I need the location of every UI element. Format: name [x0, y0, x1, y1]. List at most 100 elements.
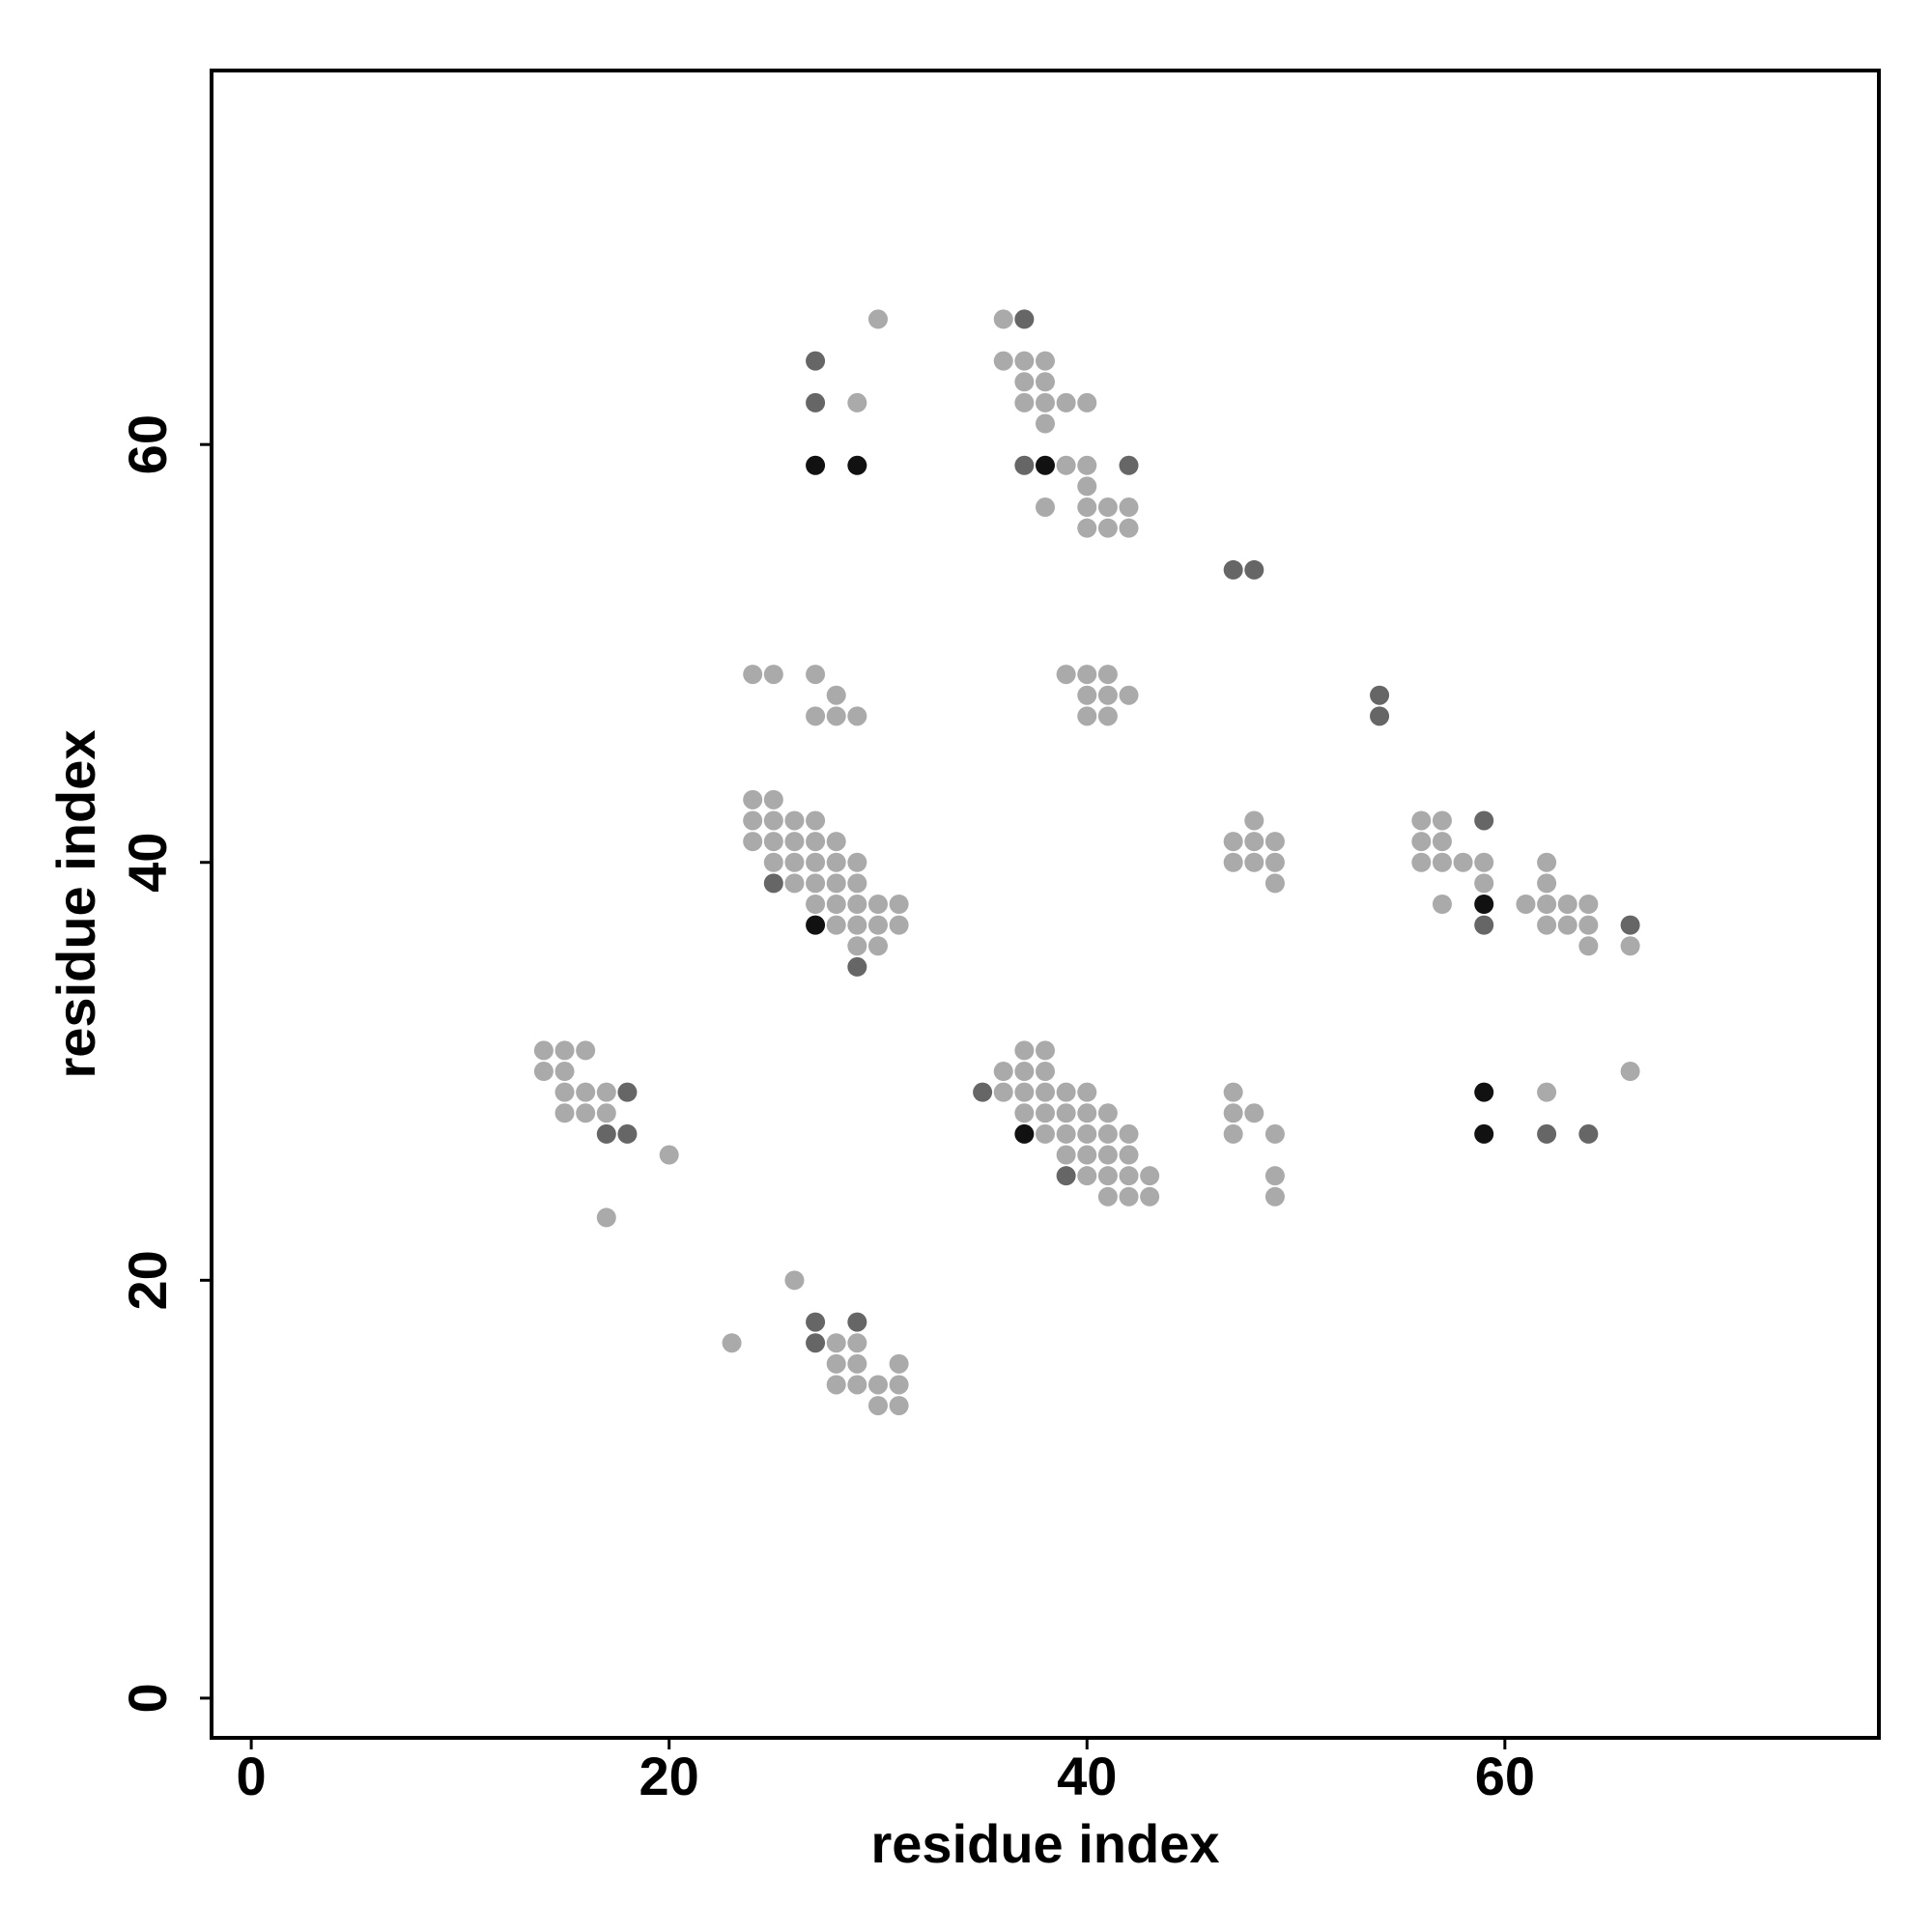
point	[1370, 685, 1390, 705]
point	[806, 810, 826, 831]
point	[847, 706, 867, 726]
point	[806, 852, 826, 872]
point	[1432, 852, 1452, 872]
point	[1097, 1166, 1118, 1186]
point	[1474, 1123, 1494, 1144]
point	[806, 832, 826, 852]
point	[1014, 455, 1035, 475]
point	[1097, 1145, 1118, 1165]
point	[763, 810, 783, 831]
point	[1119, 497, 1139, 518]
point	[1056, 1103, 1076, 1123]
point	[596, 1208, 616, 1228]
point	[1557, 895, 1577, 914]
point	[806, 1333, 826, 1353]
point	[1537, 1123, 1557, 1144]
point	[1223, 832, 1243, 852]
point	[1077, 685, 1097, 705]
point	[889, 1396, 909, 1416]
point	[993, 1082, 1013, 1102]
point	[806, 706, 826, 726]
point	[1432, 810, 1452, 831]
point	[993, 1062, 1013, 1082]
point	[867, 915, 888, 935]
point	[1119, 1145, 1139, 1165]
point	[1411, 852, 1432, 872]
point	[1474, 1082, 1494, 1102]
point	[596, 1123, 616, 1144]
point	[743, 665, 763, 685]
point	[1578, 936, 1599, 956]
point	[1014, 372, 1035, 392]
point	[1056, 1166, 1076, 1186]
point	[596, 1082, 616, 1102]
point	[1411, 810, 1432, 831]
point	[1244, 810, 1264, 831]
point	[763, 832, 783, 852]
point	[784, 810, 805, 831]
point	[1620, 915, 1640, 935]
point	[806, 455, 826, 475]
point	[1077, 1103, 1097, 1123]
point	[1077, 497, 1097, 518]
point	[1474, 810, 1494, 831]
point	[847, 1375, 867, 1395]
point	[1119, 1186, 1139, 1207]
point	[1411, 832, 1432, 852]
point	[1077, 1145, 1097, 1165]
point	[1578, 915, 1599, 935]
point	[722, 1333, 742, 1353]
point	[826, 873, 846, 894]
point	[1244, 832, 1264, 852]
point	[826, 895, 846, 914]
point	[1474, 915, 1494, 935]
point	[1244, 1103, 1264, 1123]
point	[826, 1375, 846, 1395]
point	[784, 852, 805, 872]
point	[1620, 936, 1640, 956]
point	[1077, 706, 1097, 726]
point	[1097, 497, 1118, 518]
point	[1036, 351, 1055, 371]
point	[1370, 706, 1390, 726]
point	[1014, 1103, 1035, 1123]
x-tick-label: 60	[1475, 1746, 1535, 1806]
point	[596, 1103, 616, 1123]
point	[1432, 832, 1452, 852]
point	[1014, 309, 1035, 329]
point	[533, 1040, 554, 1061]
point	[1474, 895, 1494, 914]
point	[1537, 852, 1557, 872]
point	[1014, 392, 1035, 412]
point	[1056, 665, 1076, 685]
point	[617, 1082, 638, 1102]
point	[1223, 1123, 1243, 1144]
point	[1474, 873, 1494, 894]
point	[806, 1312, 826, 1332]
point	[1223, 1082, 1243, 1102]
point	[1056, 1145, 1076, 1165]
point	[576, 1082, 596, 1102]
point	[554, 1103, 575, 1123]
point	[1557, 915, 1577, 935]
point	[1097, 1103, 1118, 1123]
point	[1264, 873, 1285, 894]
point	[1516, 895, 1536, 914]
point	[554, 1040, 575, 1061]
point	[1036, 1123, 1055, 1144]
point	[847, 455, 867, 475]
point	[1264, 1186, 1285, 1207]
point	[826, 915, 846, 935]
point	[889, 1375, 909, 1395]
point	[826, 1353, 846, 1374]
point	[1056, 1123, 1076, 1144]
point	[1014, 1082, 1035, 1102]
point	[1036, 1040, 1055, 1061]
point	[847, 936, 867, 956]
point	[867, 936, 888, 956]
point	[1077, 392, 1097, 412]
point	[1097, 1123, 1118, 1144]
point	[889, 895, 909, 914]
point	[826, 685, 846, 705]
point	[1077, 455, 1097, 475]
